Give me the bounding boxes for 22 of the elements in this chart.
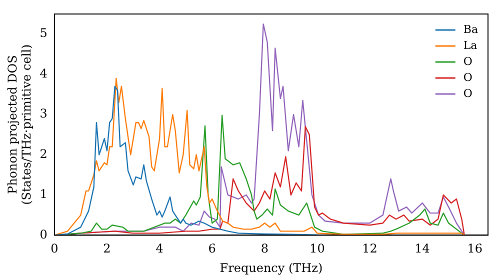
y-tick-label: 1 bbox=[40, 187, 48, 202]
x-tick-label: 12 bbox=[362, 242, 378, 256]
x-tick-label: 16 bbox=[467, 242, 482, 256]
x-tick-label: 8 bbox=[260, 242, 268, 256]
legend-label: La bbox=[463, 38, 478, 52]
y-tick-label: 3 bbox=[40, 106, 48, 121]
legend-label: O bbox=[463, 86, 472, 100]
x-tick-label: 2 bbox=[103, 242, 111, 256]
x-tick-label: 0 bbox=[50, 242, 58, 256]
legend-label: O bbox=[463, 70, 472, 84]
x-axis-title: Frequency (THz) bbox=[220, 260, 323, 275]
x-tick-label: 14 bbox=[414, 242, 430, 256]
x-tick-label: 6 bbox=[208, 242, 216, 256]
x-tick-label: 10 bbox=[310, 242, 325, 256]
y-tick-label: 0 bbox=[40, 227, 48, 242]
y-tick-label: 4 bbox=[40, 66, 48, 80]
y-axis-title: Phonon projected DOS (States/THz·primitive cell) bbox=[5, 44, 34, 205]
y-tick-label: 5 bbox=[40, 26, 48, 40]
x-tick-label: 4 bbox=[156, 242, 164, 256]
legend-label: O bbox=[463, 54, 472, 68]
y-tick-label: 2 bbox=[40, 146, 48, 161]
legend-label: Ba bbox=[463, 22, 478, 36]
